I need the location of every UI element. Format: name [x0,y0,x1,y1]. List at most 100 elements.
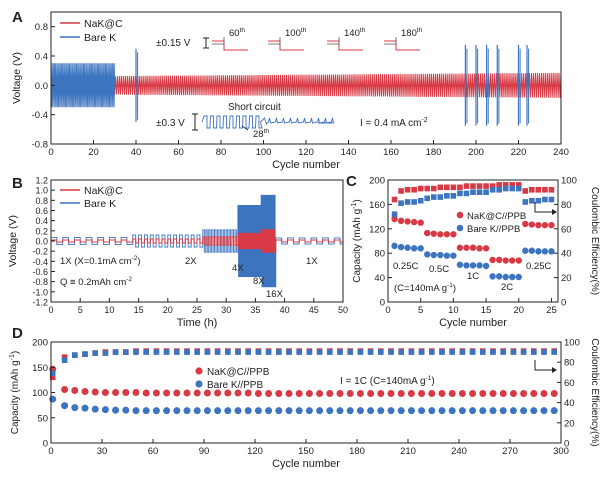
data-point-ce [463,183,470,189]
x-tick-label: 30 [221,305,231,315]
data-point-ce [489,183,496,189]
x-tick-label: 60 [173,147,184,158]
x-axis-label: Time (h) [177,317,218,329]
data-point-ce [522,199,529,205]
data-point-capacity [101,406,109,414]
data-point-capacity [550,407,558,415]
data-point-ce [509,185,516,192]
inset-profile-axis [384,37,397,45]
data-point-capacity [407,390,415,398]
y-axis-label-right: Coulombic Efficiency(%) [589,187,600,295]
x-axis-label: Cycle number [272,159,340,171]
data-point-ce [404,186,411,193]
data-point-ce [515,185,522,192]
inset-profile-red [212,40,248,51]
current-d-text: I = 1C (C=140mA g [340,376,426,387]
y-tick-label: 150 [32,363,48,374]
x-tick-label: 150 [298,446,314,457]
data-point-ce [286,349,292,355]
legend-marker-nak-c [456,211,464,219]
data-point-capacity [528,221,536,228]
data-point-capacity [437,231,444,238]
y-axis-label: Voltage (V) [7,215,19,267]
rate-c-2: 2C [501,282,513,293]
data-point-capacity [428,407,436,415]
data-point-ce [337,349,343,355]
data-point-capacity [224,407,232,415]
panel-c-data [391,182,555,281]
capacity-note-sup: -2 [126,276,132,283]
rate-c-05: 0.5C [429,264,449,275]
inset-top-scale: ±0.15 V [156,38,191,49]
legend-label-nak-c: NaK@C//PPB [467,211,526,222]
data-point-capacity [495,273,503,280]
y-right-tick-label: 100 [564,338,580,349]
data-point-capacity [404,244,411,251]
ce-arrowhead-d [552,367,557,373]
y-axis-label-left: Capacity (mAh g-1) [351,199,363,283]
data-point-ce [411,199,417,205]
legend-marker-nak-d [195,367,203,375]
data-point-ce [398,188,404,194]
y-tick-label: 80 [374,249,385,260]
legend-label-k-b: Bare K [84,198,116,210]
panel-label-c: C [346,173,357,190]
inset-cycle-label: 60th [229,27,245,39]
plot-frame [387,179,559,303]
data-point-ce [49,370,56,377]
data-point-ce [143,349,149,355]
legend-label-nak-b: NaK@C [84,185,123,197]
data-point-ce [417,197,424,204]
current-density-label-a: I = 0.4 mA cm-2 [360,117,428,129]
data-point-ce [531,349,537,355]
inset-profile-axis [327,37,340,45]
data-point-ce [535,186,542,193]
current-a-sup: -2 [421,117,427,124]
x-tick-label: 160 [383,147,399,158]
data-point-ce [541,349,547,355]
data-point-ce [469,349,476,355]
data-point-ce [522,188,529,194]
data-point-capacity [530,407,538,415]
panel-d-frame: 0 30 60 90 120 150 180 210 240 270 300050100150200… [9,338,600,471]
y-right-tick-label: 100 [561,176,577,187]
x-tick-label: 0 [48,147,53,158]
y-tick-label: -0.2 [32,247,48,257]
data-point-capacity [305,407,313,415]
data-point-capacity [424,229,431,237]
data-point-ce [439,349,445,355]
data-point-capacity [61,385,69,393]
data-point-ce [437,194,444,200]
data-point-capacity [377,407,385,415]
data-point-capacity [476,262,483,269]
data-point-ce [470,189,476,195]
data-point-ce [509,182,516,188]
ylabel-d-text: Capacity (mAh g [10,360,21,434]
data-point-ce [388,349,394,355]
data-point-capacity [515,273,522,281]
series-line-nak [50,72,562,98]
data-point-ce [483,183,489,189]
ce-arrowhead-c [552,209,557,215]
x-tick-label: 200 [468,147,484,158]
data-point-ce [457,190,463,197]
data-point-capacity [173,389,181,397]
current-density-label-d: I = 1C (C=140mA g-1) [340,375,435,387]
data-point-capacity [456,244,464,251]
short-circuit-label: Short circuit [228,102,281,113]
panel-b-legend: NaK@C Bare K [60,185,123,210]
y-tick-label: 0 [380,298,385,309]
data-point-capacity [499,390,507,398]
data-point-ce [449,349,455,355]
panel-a-frame: 0 20 40 60 80 100 120 140 160 180 200 220 240 -0.8 -0.… [11,11,569,171]
data-point-ce [61,354,68,360]
data-point-ce [457,184,463,191]
x-tick-label: 10 [104,305,114,315]
rate-label-4x: 4X [232,263,244,274]
x-tick-label: 0 [385,305,390,316]
data-point-capacity [417,219,424,226]
data-point-capacity [410,218,418,226]
panel-c-legend: NaK@C//PPB Bare K//PPB [456,211,526,235]
y-tick-label: 200 [369,176,385,187]
x-tick-label: 300 [553,446,569,457]
